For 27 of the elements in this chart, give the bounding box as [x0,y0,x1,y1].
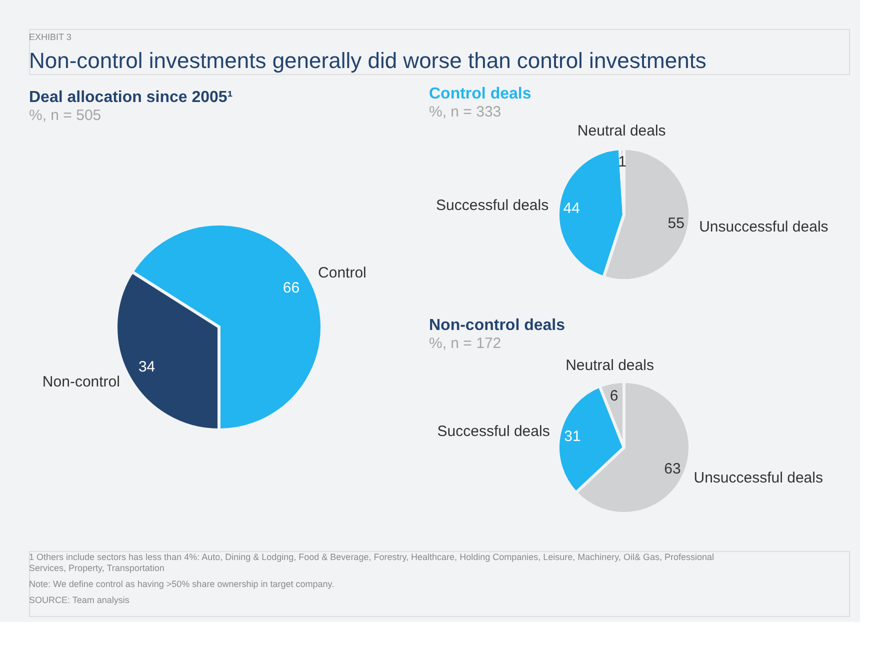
source-note: SOURCE: Team analysis [29,595,130,605]
chart-title: Non-control deals [429,317,566,334]
data-label: 1 [618,154,627,171]
chart-title: Deal allocation since 2005¹ [29,89,233,106]
slice-label: Neutral deals [566,356,654,374]
slice-label: Unsuccessful deals [694,470,823,487]
data-label: 31 [564,428,581,445]
chart-title: Control deals [429,86,532,103]
text: Non-control investments generally did worse than control investments [29,48,706,73]
text: 1 Others include sectors has less than 4%: Auto, Dining & Lodging, Food & Beverage, Forestry, Healthcare, Holding Companies, Leisure, Machinery, Oil& Gas, Professional Services, Property, Transportation [29,552,714,573]
data-label: 66 [282,279,300,296]
slice-label: Non-control [42,373,120,390]
chart-subtitle: %, n = 505 [29,107,102,124]
slice-label: Unsuccessful deals [699,218,828,236]
data-label: 44 [563,200,580,217]
data-label: 6 [610,388,618,405]
data-label: 34 [138,358,156,376]
data-label: 55 [668,214,684,232]
slice-label: Successful deals [436,196,549,214]
slice-label: Neutral deals [577,122,666,140]
slice-label: Successful deals [437,422,550,440]
chart-subtitle: %, n = 172 [429,335,502,352]
slice-label: Control [318,264,366,282]
text: Note: We define control as having >50% share ownership in target company. [29,579,334,589]
text: EXHIBIT 3 [29,32,72,42]
data-label: 63 [664,460,681,478]
chart-subtitle: %, n = 333 [429,104,502,121]
